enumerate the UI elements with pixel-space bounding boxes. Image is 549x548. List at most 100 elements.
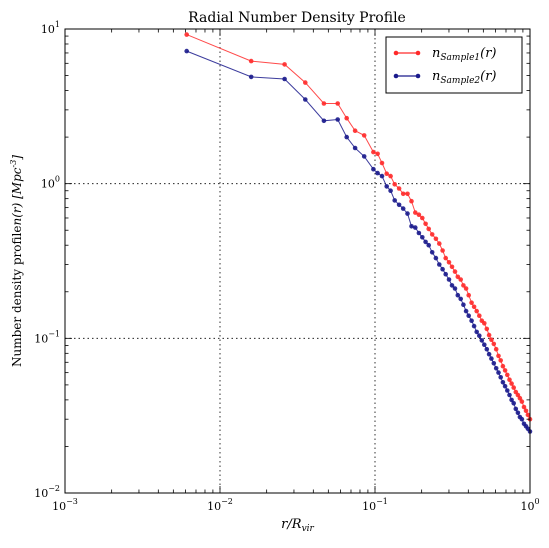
data-point-series-2 xyxy=(519,416,525,422)
data-point-series-1 xyxy=(463,286,469,291)
data-point-series-1 xyxy=(361,133,367,138)
y-axis-label: Number density profilen(r) [Mpc-3] xyxy=(9,155,24,367)
data-point-series-2 xyxy=(452,286,458,291)
y-tick-base: 10 xyxy=(34,487,48,500)
x-tick-base: 10 xyxy=(520,500,534,513)
data-point-series-2 xyxy=(248,74,254,80)
data-point-series-1 xyxy=(335,101,341,106)
data-point-series-1 xyxy=(489,337,494,343)
y-tick-label: 10−2 xyxy=(34,484,60,500)
data-point-series-1 xyxy=(525,412,531,418)
x-tick-base: 10 xyxy=(52,500,66,513)
data-point-series-1 xyxy=(416,212,422,217)
data-point-series-1 xyxy=(352,128,358,133)
x-tick-base: 10 xyxy=(362,500,376,513)
data-point-series-1 xyxy=(493,346,499,352)
x-axis-label: r/Rvir xyxy=(281,517,314,534)
legend: nSample1(r)nSample2(r) xyxy=(385,36,523,94)
series-line-2 xyxy=(186,50,531,432)
x-tick-base: 10 xyxy=(207,500,221,513)
y-axis-label-unit-exp: -3 xyxy=(9,160,18,168)
data-point-series-2 xyxy=(486,351,492,357)
data-point-series-2 xyxy=(423,239,428,245)
y-tick-base: 10 xyxy=(34,332,48,345)
x-tick-label: 10−2 xyxy=(207,497,233,513)
data-point-series-1 xyxy=(477,313,482,319)
y-axis-label-unit-close: ] xyxy=(10,155,24,161)
data-point-series-2 xyxy=(420,235,425,240)
data-point-series-2 xyxy=(498,375,504,380)
legend-label-sub: Sample2 xyxy=(440,76,480,86)
x-tick-label: 10−3 xyxy=(52,497,78,513)
data-point-series-2 xyxy=(409,224,414,229)
data-point-series-1 xyxy=(282,62,287,67)
data-point-series-2 xyxy=(493,366,499,371)
series-line-1 xyxy=(186,34,531,420)
legend-label-2: nSample2(r) xyxy=(432,69,497,86)
data-point-series-2 xyxy=(474,329,480,335)
x-tick-exponent: −2 xyxy=(221,497,233,506)
data-point-series-1 xyxy=(443,255,449,261)
data-point-series-2 xyxy=(443,271,449,277)
data-point-series-1 xyxy=(429,232,435,237)
data-point-series-2 xyxy=(466,313,472,319)
data-point-series-2 xyxy=(505,388,510,393)
y-tick-label: 101 xyxy=(41,20,60,36)
data-point-series-2 xyxy=(321,118,327,124)
data-point-series-2 xyxy=(507,392,512,398)
data-point-series-1 xyxy=(469,300,474,306)
data-point-series-2 xyxy=(335,117,341,122)
data-point-series-2 xyxy=(449,283,455,288)
data-point-series-2 xyxy=(511,401,516,406)
legend-box xyxy=(385,36,523,94)
legend-marker-2 xyxy=(393,73,399,79)
data-point-series-1 xyxy=(379,160,385,166)
data-point-series-1 xyxy=(502,368,508,373)
data-point-series-2 xyxy=(515,410,521,416)
data-point-series-1 xyxy=(433,236,439,242)
data-point-series-1 xyxy=(505,372,510,378)
y-tick-exponent: 0 xyxy=(55,175,60,184)
data-point-series-1 xyxy=(344,115,350,121)
data-point-series-1 xyxy=(507,377,512,383)
data-point-series-2 xyxy=(489,356,494,361)
legend-marker-1 xyxy=(415,50,421,56)
data-point-series-1 xyxy=(466,292,472,298)
data-point-series-1 xyxy=(509,381,514,386)
x-tick-exponent: −1 xyxy=(376,497,388,506)
data-point-series-1 xyxy=(484,326,490,332)
data-point-series-1 xyxy=(458,277,464,282)
data-point-series-2 xyxy=(500,380,506,385)
legend-marker-2 xyxy=(415,73,421,79)
legend-marker-1 xyxy=(393,50,399,56)
data-point-series-2 xyxy=(491,361,497,366)
data-point-series-2 xyxy=(509,397,514,403)
data-point-series-1 xyxy=(303,80,308,85)
data-point-series-2 xyxy=(303,97,308,102)
data-point-series-2 xyxy=(429,250,435,255)
data-point-series-1 xyxy=(482,321,487,326)
data-point-series-1 xyxy=(388,173,393,179)
x-tick-label: 100 xyxy=(520,497,539,513)
data-point-series-1 xyxy=(375,151,380,157)
data-point-series-1 xyxy=(511,385,516,390)
data-point-series-2 xyxy=(282,76,287,82)
x-tick-exponent: 0 xyxy=(534,497,539,506)
y-axis-label-symbol: n(r) xyxy=(10,199,24,226)
x-tick-label: 10−1 xyxy=(362,497,388,513)
data-point-series-2 xyxy=(361,154,367,159)
data-point-series-1 xyxy=(248,58,254,64)
data-point-series-2 xyxy=(440,266,445,272)
data-point-series-2 xyxy=(437,262,442,267)
data-point-series-2 xyxy=(426,242,432,248)
data-point-series-2 xyxy=(484,346,490,352)
data-point-series-2 xyxy=(458,296,464,302)
data-point-series-1 xyxy=(392,182,398,187)
data-point-series-1 xyxy=(452,269,458,274)
data-point-series-1 xyxy=(474,308,480,314)
legend-label-tail: (r) xyxy=(480,46,496,61)
data-point-series-2 xyxy=(400,206,406,211)
data-point-series-2 xyxy=(461,302,466,308)
